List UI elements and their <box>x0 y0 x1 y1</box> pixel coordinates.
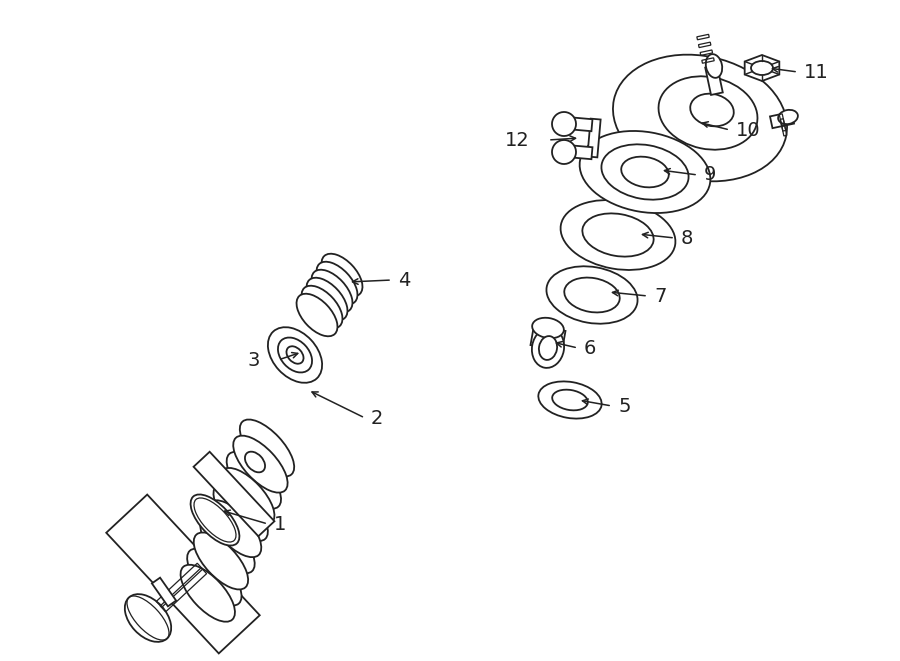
Ellipse shape <box>207 500 261 557</box>
Text: 4: 4 <box>398 270 410 290</box>
Ellipse shape <box>268 327 322 383</box>
Ellipse shape <box>601 144 688 200</box>
Text: 11: 11 <box>804 63 829 81</box>
Text: 8: 8 <box>681 229 693 247</box>
Ellipse shape <box>564 278 620 313</box>
Ellipse shape <box>213 484 268 541</box>
Ellipse shape <box>613 55 787 181</box>
Ellipse shape <box>191 494 239 545</box>
Ellipse shape <box>286 346 303 364</box>
Text: 6: 6 <box>584 338 597 358</box>
Ellipse shape <box>296 293 338 336</box>
Ellipse shape <box>580 131 710 213</box>
Ellipse shape <box>307 278 347 321</box>
Ellipse shape <box>561 200 675 270</box>
Ellipse shape <box>706 54 722 78</box>
Polygon shape <box>563 117 592 131</box>
Ellipse shape <box>751 61 773 75</box>
Text: 5: 5 <box>618 397 631 416</box>
Ellipse shape <box>552 112 576 136</box>
Polygon shape <box>588 118 600 157</box>
Ellipse shape <box>302 286 343 329</box>
Ellipse shape <box>194 533 248 590</box>
Ellipse shape <box>553 390 588 410</box>
Ellipse shape <box>311 270 353 312</box>
Text: 3: 3 <box>248 350 260 369</box>
Polygon shape <box>152 578 176 606</box>
Polygon shape <box>706 65 723 95</box>
Polygon shape <box>770 112 794 128</box>
Ellipse shape <box>532 318 564 338</box>
Text: 1: 1 <box>274 514 286 533</box>
Polygon shape <box>744 55 779 81</box>
Polygon shape <box>563 145 592 159</box>
Ellipse shape <box>227 451 281 509</box>
Ellipse shape <box>582 214 653 256</box>
Text: 2: 2 <box>371 408 383 428</box>
Ellipse shape <box>181 564 235 622</box>
Text: 10: 10 <box>736 120 760 139</box>
Polygon shape <box>194 451 274 536</box>
Polygon shape <box>106 494 260 654</box>
Ellipse shape <box>690 94 734 126</box>
Ellipse shape <box>778 110 798 124</box>
Ellipse shape <box>220 468 274 525</box>
Ellipse shape <box>317 262 357 304</box>
Ellipse shape <box>532 328 564 368</box>
Text: 7: 7 <box>654 286 666 305</box>
Ellipse shape <box>321 254 363 296</box>
Ellipse shape <box>552 140 576 164</box>
Text: 12: 12 <box>505 130 530 149</box>
Ellipse shape <box>201 516 255 573</box>
Ellipse shape <box>239 420 294 477</box>
Ellipse shape <box>538 381 602 418</box>
Text: 9: 9 <box>704 165 716 184</box>
Ellipse shape <box>278 338 312 372</box>
Ellipse shape <box>233 436 288 492</box>
Ellipse shape <box>659 76 758 149</box>
Polygon shape <box>530 325 565 350</box>
Ellipse shape <box>187 549 241 605</box>
Ellipse shape <box>539 336 557 360</box>
Ellipse shape <box>546 266 637 324</box>
Ellipse shape <box>245 451 266 473</box>
Ellipse shape <box>621 157 669 187</box>
Ellipse shape <box>125 594 171 642</box>
